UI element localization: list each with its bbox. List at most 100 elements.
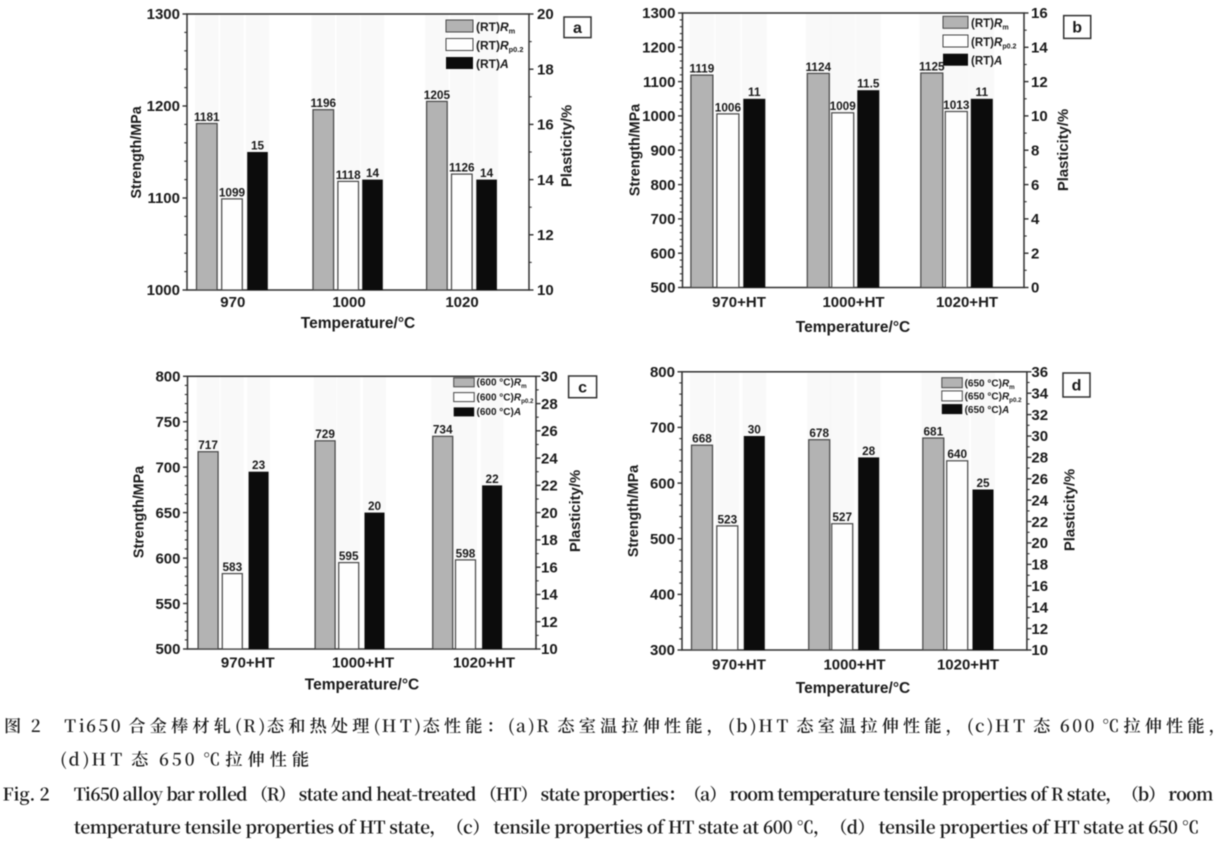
svg-text:20: 20 — [368, 499, 382, 513]
svg-text:Strength/MPa: Strength/MPa — [627, 103, 643, 196]
svg-text:Plasticity/%: Plasticity/% — [568, 470, 584, 552]
svg-text:(600 °C)Rm: (600 °C)Rm — [477, 378, 528, 391]
svg-text:15: 15 — [251, 138, 265, 152]
svg-text:22: 22 — [486, 472, 500, 486]
svg-text:(650 °C)Rp0.2: (650 °C)Rp0.2 — [965, 392, 1023, 405]
svg-text:10: 10 — [1031, 108, 1048, 125]
svg-text:600: 600 — [650, 475, 675, 492]
svg-text:800: 800 — [650, 177, 675, 194]
svg-text:970+HT: 970+HT — [221, 654, 275, 671]
svg-text:(RT)A: (RT)A — [476, 57, 509, 71]
svg-text:500: 500 — [650, 531, 675, 548]
svg-text:14: 14 — [366, 166, 380, 180]
svg-text:6: 6 — [1031, 177, 1039, 194]
svg-text:800: 800 — [155, 369, 180, 386]
svg-text:Temperature/°C: Temperature/°C — [305, 677, 419, 694]
svg-text:1196: 1196 — [311, 96, 337, 110]
svg-text:Temperature/°C: Temperature/°C — [796, 319, 910, 336]
svg-text:a: a — [573, 20, 582, 37]
svg-text:1119: 1119 — [689, 62, 714, 76]
svg-text:b: b — [1072, 20, 1082, 37]
svg-text:970: 970 — [220, 294, 245, 311]
svg-text:30: 30 — [541, 369, 558, 386]
svg-text:681: 681 — [923, 424, 943, 438]
svg-text:Strength/MPa: Strength/MPa — [626, 464, 642, 557]
svg-text:26: 26 — [541, 423, 558, 440]
svg-text:1205: 1205 — [424, 88, 451, 102]
svg-text:678: 678 — [809, 426, 829, 440]
svg-text:8: 8 — [1031, 142, 1039, 159]
svg-text:1124: 1124 — [806, 60, 832, 74]
svg-text:(RT)Rm: (RT)Rm — [971, 18, 1009, 32]
svg-text:32: 32 — [1031, 407, 1048, 424]
svg-text:400: 400 — [650, 587, 675, 604]
svg-text:0: 0 — [1031, 280, 1039, 297]
svg-text:800: 800 — [650, 364, 675, 381]
svg-text:20: 20 — [541, 505, 558, 522]
svg-text:1000+HT: 1000+HT — [822, 294, 884, 311]
svg-text:d: d — [1072, 378, 1082, 395]
svg-text:(RT)A: (RT)A — [971, 56, 1002, 68]
svg-text:14: 14 — [537, 172, 554, 189]
svg-text:734: 734 — [433, 423, 453, 437]
svg-text:20: 20 — [1031, 535, 1048, 552]
svg-text:11: 11 — [976, 85, 989, 99]
svg-text:1118: 1118 — [336, 168, 361, 182]
svg-text:18: 18 — [541, 532, 558, 549]
svg-text:640: 640 — [947, 447, 967, 461]
svg-text:717: 717 — [198, 438, 218, 452]
svg-text:23: 23 — [252, 458, 266, 472]
svg-text:1126: 1126 — [449, 161, 475, 175]
svg-text:30: 30 — [1031, 428, 1048, 445]
svg-text:c: c — [578, 379, 587, 396]
svg-text:700: 700 — [650, 420, 675, 437]
svg-text:1125: 1125 — [919, 59, 945, 73]
svg-text:(650 °C)Rm: (650 °C)Rm — [965, 379, 1016, 392]
svg-text:550: 550 — [155, 596, 180, 613]
svg-text:12: 12 — [541, 614, 558, 631]
svg-text:595: 595 — [339, 549, 359, 563]
svg-text:1000+HT: 1000+HT — [332, 654, 394, 671]
svg-text:523: 523 — [717, 512, 737, 526]
svg-text:1000: 1000 — [332, 294, 365, 311]
svg-text:700: 700 — [155, 459, 180, 476]
svg-text:527: 527 — [832, 510, 852, 524]
svg-text:16: 16 — [1031, 578, 1048, 595]
svg-text:1200: 1200 — [642, 40, 675, 57]
svg-text:583: 583 — [222, 560, 242, 574]
svg-text:Plasticity/%: Plasticity/% — [1063, 469, 1079, 551]
svg-text:11.5: 11.5 — [857, 77, 880, 91]
svg-text:(RT)Rp0.2: (RT)Rp0.2 — [971, 37, 1017, 51]
svg-text:1013: 1013 — [943, 98, 970, 112]
svg-text:1300: 1300 — [147, 6, 180, 23]
svg-text:28: 28 — [541, 396, 558, 413]
svg-text:36: 36 — [1031, 364, 1048, 381]
svg-text:1009: 1009 — [830, 99, 857, 113]
svg-text:1300: 1300 — [642, 5, 675, 22]
svg-text:16: 16 — [1031, 5, 1048, 22]
svg-text:1020+HT: 1020+HT — [453, 654, 515, 671]
svg-text:2: 2 — [1031, 245, 1039, 262]
svg-text:1099: 1099 — [219, 185, 246, 199]
svg-text:970+HT: 970+HT — [712, 294, 766, 311]
svg-text:10: 10 — [537, 282, 554, 299]
svg-text:500: 500 — [650, 280, 675, 297]
svg-text:300: 300 — [650, 642, 675, 659]
svg-text:600: 600 — [155, 550, 180, 567]
svg-text:16: 16 — [541, 559, 558, 576]
svg-text:900: 900 — [650, 142, 675, 159]
svg-text:1020: 1020 — [445, 294, 478, 311]
svg-text:1000: 1000 — [147, 282, 180, 299]
svg-text:700: 700 — [650, 211, 675, 228]
svg-text:10: 10 — [541, 641, 558, 658]
svg-text:1020+HT: 1020+HT — [936, 294, 998, 311]
svg-text:22: 22 — [541, 478, 558, 495]
svg-text:14: 14 — [1031, 40, 1048, 57]
svg-text:16: 16 — [537, 117, 554, 134]
svg-text:Strength/MPa: Strength/MPa — [131, 465, 147, 558]
svg-text:14: 14 — [541, 587, 558, 604]
svg-text:30: 30 — [748, 422, 762, 436]
svg-text:11: 11 — [748, 85, 761, 99]
svg-text:10: 10 — [1031, 642, 1048, 659]
svg-text:(RT)Rp0.2: (RT)Rp0.2 — [476, 38, 523, 54]
